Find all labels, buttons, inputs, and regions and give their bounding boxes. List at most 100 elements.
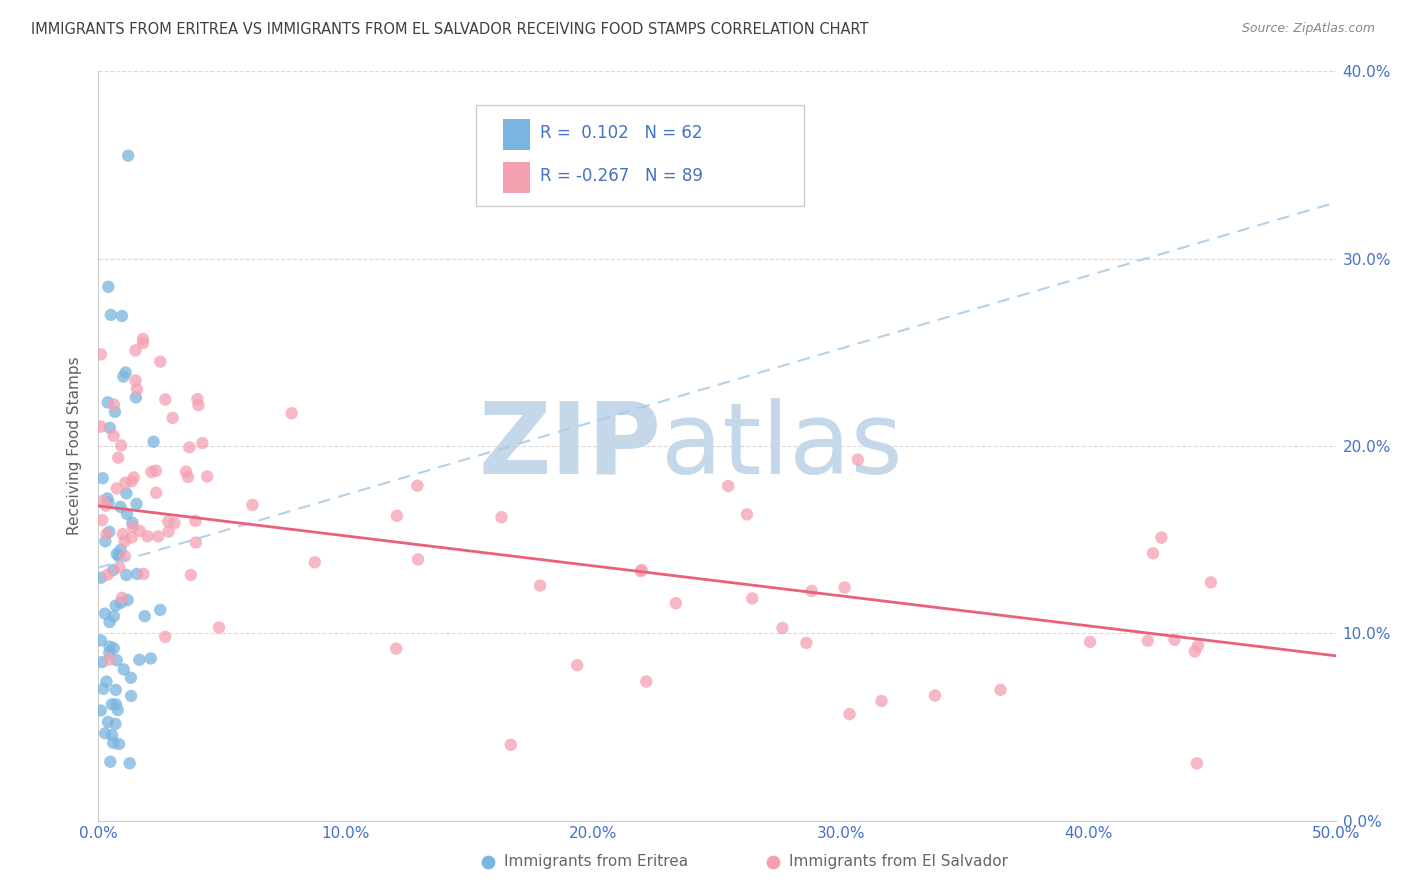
Point (91, 655, 114, 669)
Point (134, 609, 156, 624)
Point (385, 508, 408, 523)
Text: R =  0.102   N = 62: R = 0.102 N = 62 (540, 124, 703, 142)
Text: R = -0.267   N = 89: R = -0.267 N = 89 (540, 168, 703, 186)
Point (105, 547, 128, 561)
Point (121, 475, 143, 489)
Point (104, 717, 127, 731)
Point (118, 756, 141, 771)
Point (148, 529, 170, 543)
Point (110, 596, 132, 610)
Point (108, 737, 131, 751)
Point (834, 581, 856, 595)
Point (796, 636, 818, 650)
Point (90, 704, 112, 718)
Point (98, 421, 121, 435)
Point (96, 674, 118, 689)
Point (115, 486, 138, 500)
Point (567, 658, 589, 673)
Point (125, 497, 148, 511)
Point (98, 615, 121, 629)
Point (499, 738, 522, 752)
Point (184, 535, 207, 549)
Point (630, 563, 652, 577)
Point (128, 524, 150, 538)
Point (280, 406, 302, 420)
Point (98, 652, 121, 666)
Point (107, 450, 129, 465)
Point (1199, 575, 1222, 590)
Point (122, 470, 145, 484)
Point (157, 524, 180, 539)
Point (128, 653, 150, 667)
Point (111, 527, 134, 541)
Point (1187, 639, 1209, 653)
Point (90, 571, 112, 585)
Point (717, 479, 740, 493)
Point (121, 531, 143, 545)
Point (990, 682, 1012, 697)
Point (636, 674, 658, 689)
Point (149, 603, 172, 617)
Point (121, 516, 143, 530)
Point (94, 726, 117, 740)
Point (101, 698, 124, 712)
Point (112, 369, 135, 384)
Text: Immigrants from Eritrea: Immigrants from Eritrea (505, 855, 689, 870)
Point (179, 441, 201, 455)
Point (97, 567, 120, 582)
Point (94, 499, 117, 513)
Point (139, 651, 162, 665)
Point (155, 630, 177, 644)
Point (195, 469, 218, 483)
Point (108, 560, 131, 574)
Point (1184, 644, 1206, 658)
Point (187, 398, 209, 412)
Point (97, 495, 120, 509)
Point (157, 515, 180, 529)
Point (304, 555, 326, 569)
Point (97, 395, 120, 409)
Point (1078, 635, 1101, 649)
Point (870, 694, 893, 708)
Point (104, 599, 127, 613)
Point (141, 465, 163, 479)
Point (132, 332, 155, 346)
Point (97, 714, 120, 729)
Point (112, 663, 135, 677)
Point (735, 508, 758, 522)
Point (184, 514, 207, 528)
Text: IMMIGRANTS FROM ERITREA VS IMMIGRANTS FROM EL SALVADOR RECEIVING FOOD STAMPS COR: IMMIGRANTS FROM ERITREA VS IMMIGRANTS FR… (31, 22, 869, 37)
Point (103, 609, 125, 624)
FancyBboxPatch shape (503, 119, 530, 150)
Point (96, 491, 118, 506)
Point (163, 516, 186, 530)
Point (145, 485, 167, 500)
Point (105, 653, 128, 667)
Point (90, 633, 112, 648)
Point (208, 621, 231, 635)
Point (103, 641, 125, 656)
Point (111, 591, 134, 605)
Point (103, 428, 125, 442)
Point (125, 391, 148, 405)
Point (91, 471, 114, 485)
Point (101, 736, 124, 750)
Point (149, 355, 172, 369)
Point (800, 583, 823, 598)
Text: ZIP: ZIP (478, 398, 661, 494)
Point (242, 498, 264, 512)
Point (105, 482, 128, 496)
Point (132, 336, 155, 351)
Point (177, 470, 200, 484)
FancyBboxPatch shape (475, 105, 804, 206)
Point (124, 343, 146, 358)
Point (117, 149, 139, 163)
Point (97, 280, 120, 294)
Point (98, 646, 121, 660)
Point (98, 524, 121, 539)
Point (91, 494, 114, 508)
Point (1136, 633, 1159, 648)
Point (924, 689, 946, 703)
Point (385, 641, 408, 656)
Point (96, 527, 118, 541)
